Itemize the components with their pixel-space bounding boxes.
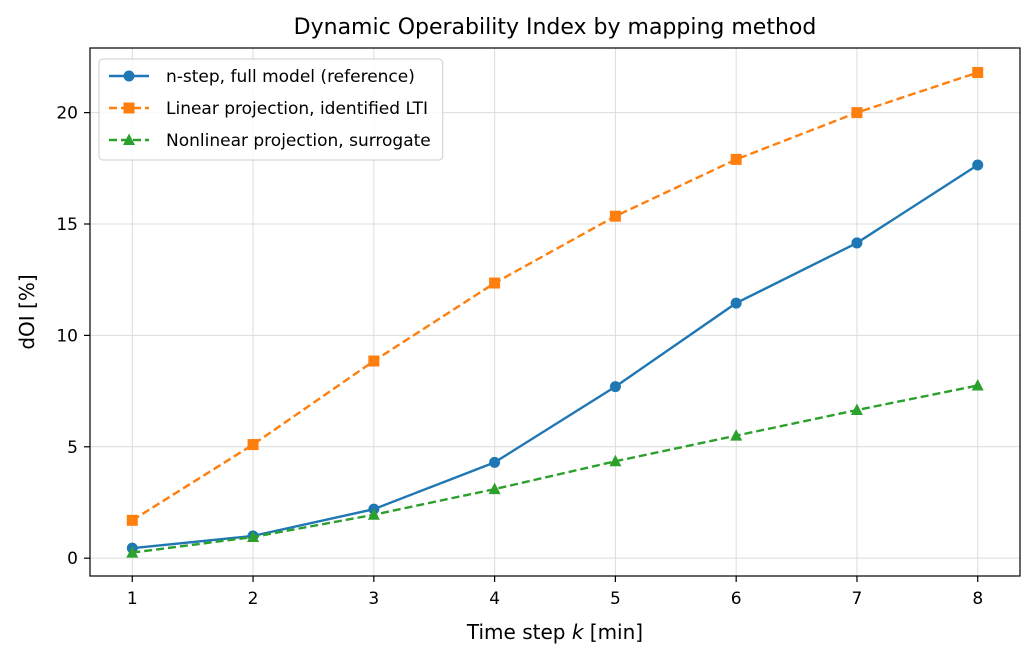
- series-group: [126, 67, 984, 558]
- series-n-step-full-model-reference: [126, 159, 984, 554]
- x-axis-label: Time step k [min]: [466, 620, 643, 644]
- x-tick-label: 5: [610, 589, 621, 609]
- y-tick-label: 10: [56, 326, 78, 346]
- x-tick-label: 1: [127, 589, 138, 609]
- data-point: [489, 277, 501, 289]
- data-point: [851, 107, 863, 119]
- data-point: [850, 403, 863, 416]
- x-tick-label: 6: [731, 589, 742, 609]
- data-point: [368, 355, 380, 367]
- data-point: [489, 456, 501, 468]
- legend-item: Nonlinear projection, surrogate: [109, 131, 431, 151]
- data-point: [126, 514, 138, 526]
- series-line: [132, 163, 979, 550]
- legend-label: Linear projection, identified LTI: [166, 99, 428, 119]
- x-tick-label: 3: [368, 589, 379, 609]
- x-axis-label-suffix: [min]: [583, 620, 643, 644]
- y-ticks: 0 5 10 15 20: [56, 104, 90, 569]
- x-tick-label: 2: [248, 589, 259, 609]
- y-tick-label: 20: [56, 104, 78, 124]
- data-point: [488, 482, 501, 495]
- data-point: [851, 237, 863, 249]
- data-point: [609, 454, 622, 467]
- x-tick-label: 7: [852, 589, 863, 609]
- y-axis-label: dOI [%]: [15, 274, 39, 349]
- x-tick-label: 4: [489, 589, 500, 609]
- legend-box: [98, 58, 444, 161]
- data-point: [126, 546, 139, 558]
- plot-frame: [89, 47, 1021, 577]
- series-linear-projection-identified-lti: [126, 67, 984, 526]
- data-point: [247, 530, 260, 543]
- x-axis-label-prefix: Time step: [466, 620, 572, 644]
- series-line: [132, 384, 978, 554]
- legend: n-step, full model (reference) Linear pro…: [98, 58, 444, 161]
- data-point: [730, 429, 743, 441]
- y-tick-label: 15: [56, 215, 78, 235]
- legend-item: Linear projection, identified LTI: [109, 99, 428, 119]
- series-nonlinear-projection-surrogate: [126, 379, 984, 558]
- legend-label: Nonlinear projection, surrogate: [166, 131, 431, 151]
- data-point: [609, 381, 621, 393]
- legend-item: n-step, full model (reference): [109, 67, 415, 87]
- data-point: [972, 67, 984, 79]
- data-point: [730, 297, 742, 309]
- x-ticks: 1 2 3 4 5 6 7 8: [127, 576, 983, 609]
- legend-swatch-marker: [123, 102, 135, 114]
- chart-title: Dynamic Operability Index by mapping met…: [294, 15, 817, 40]
- data-point: [367, 508, 380, 520]
- data-point: [609, 210, 621, 222]
- data-point: [730, 153, 742, 165]
- data-point: [971, 379, 984, 391]
- legend-label: n-step, full model (reference): [166, 67, 415, 87]
- x-tick-label: 8: [972, 589, 983, 609]
- data-point: [972, 159, 984, 171]
- y-tick-label: 5: [67, 438, 78, 458]
- data-point: [247, 439, 259, 451]
- legend-swatch-marker: [123, 70, 135, 82]
- legend-swatch-marker: [123, 133, 135, 145]
- y-tick-label: 0: [67, 549, 78, 569]
- x-axis-label-variable: k: [572, 620, 585, 644]
